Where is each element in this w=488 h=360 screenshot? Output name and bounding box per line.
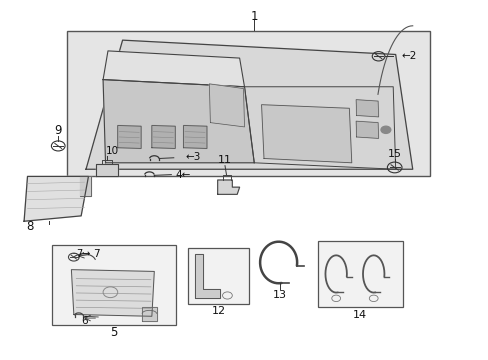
Polygon shape — [355, 121, 378, 138]
Bar — [66, 31, 429, 176]
Polygon shape — [142, 307, 157, 320]
Text: ←2: ←2 — [400, 50, 416, 60]
Polygon shape — [194, 253, 220, 298]
Polygon shape — [183, 126, 206, 148]
Polygon shape — [217, 180, 239, 194]
Text: 6: 6 — [81, 316, 88, 326]
Text: 5: 5 — [110, 326, 117, 339]
Text: 9: 9 — [54, 124, 62, 137]
Polygon shape — [209, 84, 244, 127]
Polygon shape — [103, 80, 254, 163]
Polygon shape — [24, 176, 88, 221]
Polygon shape — [152, 126, 175, 148]
Polygon shape — [244, 87, 395, 169]
Polygon shape — [80, 176, 91, 196]
Text: 14: 14 — [352, 310, 366, 320]
Bar — [317, 241, 402, 307]
Text: 12: 12 — [211, 306, 225, 316]
Text: ←3: ←3 — [185, 152, 201, 162]
Text: 15: 15 — [387, 149, 401, 159]
Text: 8: 8 — [26, 220, 34, 233]
Polygon shape — [96, 164, 118, 176]
Text: 13: 13 — [272, 290, 286, 300]
Text: 10: 10 — [106, 146, 119, 156]
Text: 11: 11 — [218, 155, 231, 165]
Circle shape — [380, 126, 390, 134]
Polygon shape — [103, 51, 244, 87]
Bar — [52, 244, 176, 325]
Text: 1: 1 — [250, 10, 258, 23]
Polygon shape — [261, 105, 351, 163]
Text: 7→: 7→ — [76, 248, 91, 258]
Polygon shape — [71, 270, 154, 316]
Polygon shape — [86, 40, 412, 169]
Bar — [188, 248, 249, 304]
Text: 7: 7 — [93, 248, 100, 258]
Text: 4←: 4← — [176, 170, 191, 180]
Polygon shape — [355, 100, 378, 117]
Polygon shape — [118, 126, 141, 148]
